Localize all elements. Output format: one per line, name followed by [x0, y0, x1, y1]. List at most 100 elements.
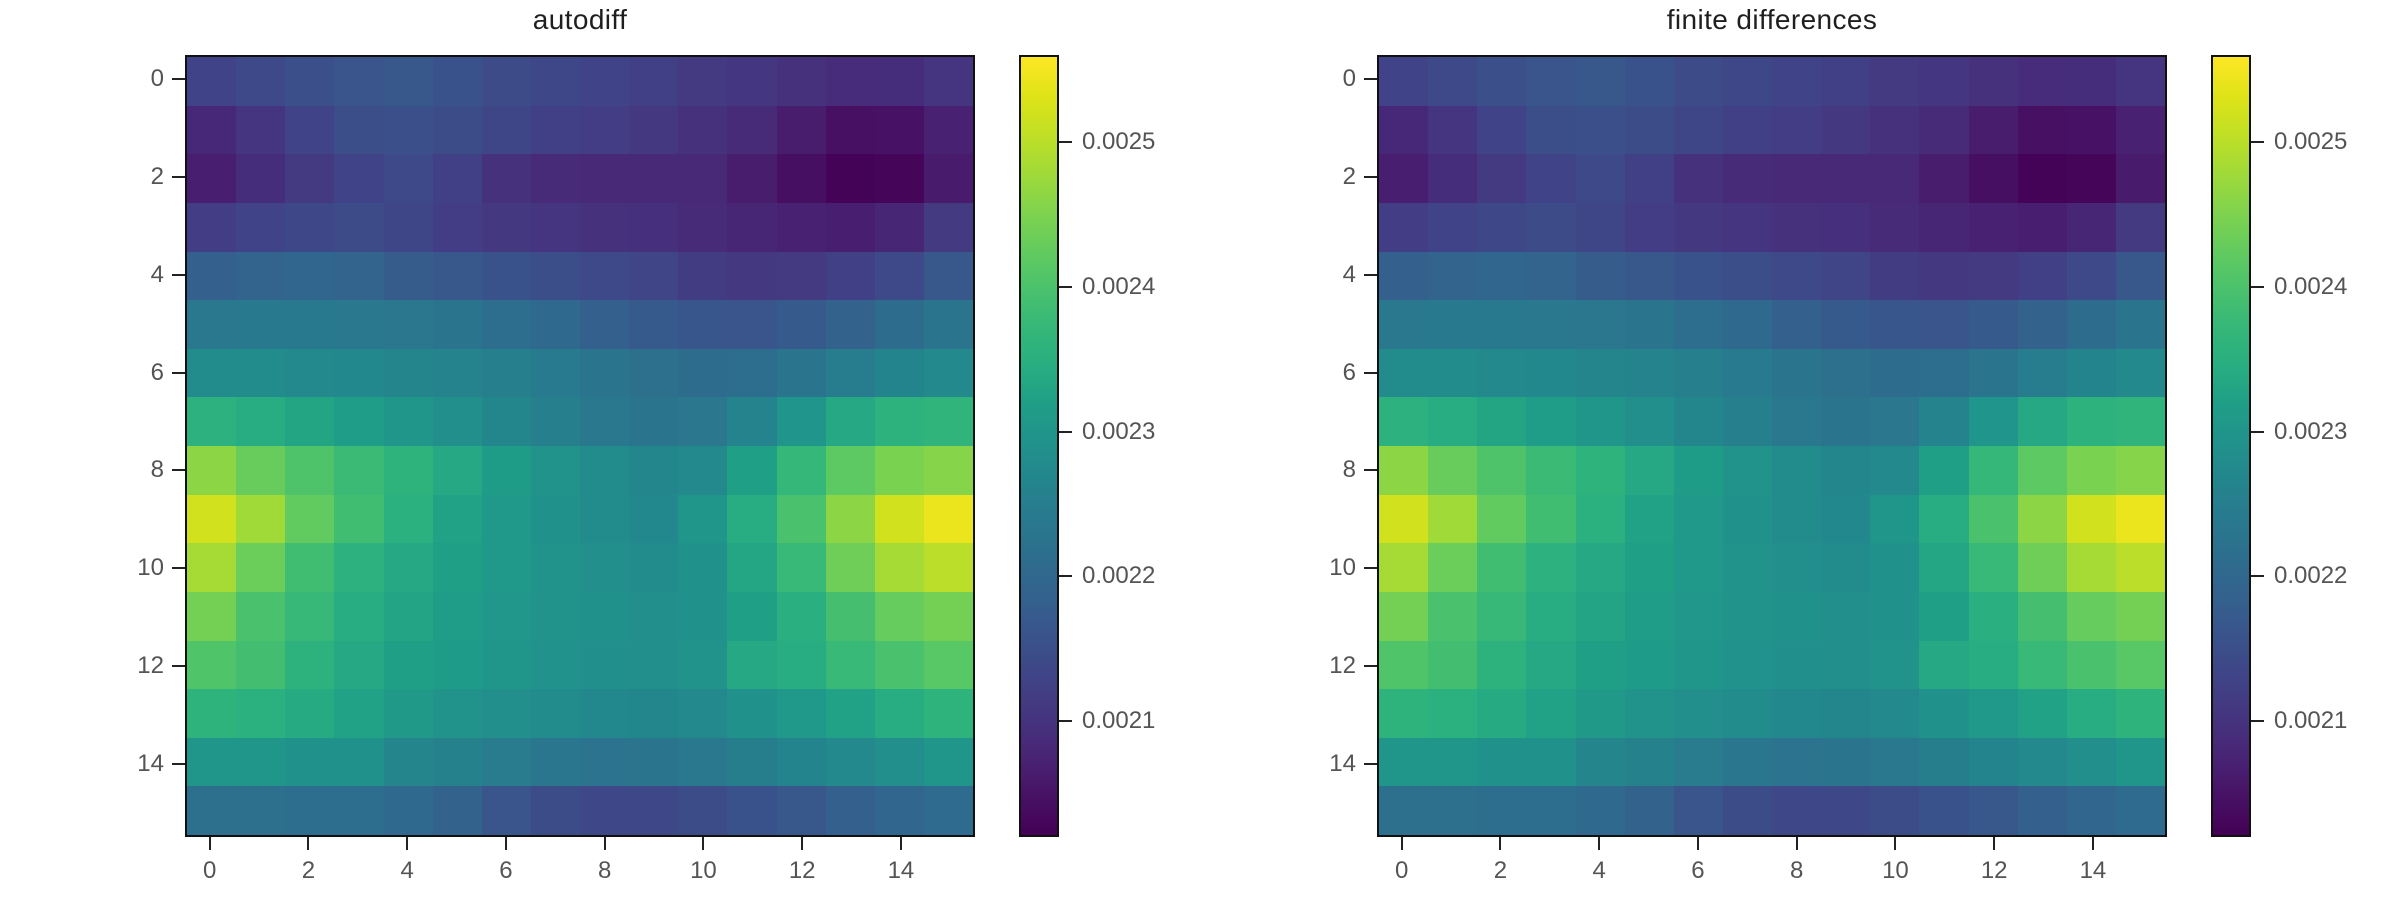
heatmap-cell — [1722, 786, 1772, 835]
heatmap-cell — [629, 105, 679, 155]
heatmap-cell — [874, 494, 924, 544]
heatmap-cell — [1772, 251, 1822, 301]
heatmap-cell — [334, 300, 384, 349]
heatmap-cell — [1722, 737, 1772, 787]
heatmap-cell — [1673, 494, 1723, 544]
heatmap-cell — [432, 689, 482, 738]
heatmap-cell — [2066, 300, 2116, 349]
heatmap-cell — [825, 543, 875, 592]
heatmap-cell — [383, 689, 433, 738]
heatmap-cell — [2115, 251, 2165, 301]
heatmap-cell — [678, 640, 728, 690]
heatmap-cell — [1870, 154, 1920, 203]
heatmap-cell — [1821, 591, 1871, 641]
heatmap-cell — [1477, 348, 1527, 398]
heatmap-finite-differences — [1377, 55, 2167, 837]
y-tick-label: 0 — [1342, 65, 1356, 93]
heatmap-cell — [432, 543, 482, 592]
heatmap-cell — [2115, 300, 2165, 349]
heatmap-cell — [1919, 689, 1969, 738]
heatmap-cell — [2017, 591, 2067, 641]
heatmap-cell — [2066, 446, 2116, 495]
heatmap-cell — [923, 640, 973, 690]
colorbar-tick-mark — [2251, 575, 2264, 578]
heatmap-cell — [1526, 640, 1576, 690]
heatmap-cell — [481, 543, 531, 592]
heatmap-cell — [1870, 57, 1920, 106]
heatmap-cell — [1379, 348, 1429, 398]
heatmap-cell — [874, 202, 924, 252]
y-tick-mark — [172, 371, 185, 374]
heatmap-cell — [236, 105, 286, 155]
heatmap-cell — [2017, 397, 2067, 446]
heatmap-cell — [776, 397, 826, 446]
heatmap-cell — [187, 300, 237, 349]
heatmap-cell — [481, 737, 531, 787]
x-tick-label: 0 — [1395, 857, 1409, 884]
y-tick-label: 12 — [137, 651, 164, 679]
colorbar-tick-label: 0.0025 — [2274, 127, 2348, 155]
heatmap-cell — [530, 154, 580, 203]
heatmap-cell — [1428, 105, 1478, 155]
heatmap-cell — [629, 154, 679, 203]
colorbar-tick-mark — [2251, 140, 2264, 143]
heatmap-cell — [2066, 737, 2116, 787]
heatmap-cell — [629, 202, 679, 252]
heatmap-cell — [825, 154, 875, 203]
heatmap-cell — [1673, 737, 1723, 787]
x-tick-label: 14 — [887, 857, 915, 884]
heatmap-cell — [1575, 397, 1625, 446]
y-tick-mark — [172, 78, 185, 81]
colorbar-tick-label: 0.0022 — [1082, 562, 1156, 590]
x-tick-mark — [208, 837, 211, 850]
heatmap-cell — [2017, 300, 2067, 349]
heatmap-cell — [1968, 591, 2018, 641]
heatmap-cell — [1772, 591, 1822, 641]
heatmap-cell — [1673, 591, 1723, 641]
heatmap-cell — [1428, 591, 1478, 641]
x-tick-label: 6 — [499, 857, 513, 884]
heatmap-cell — [1821, 689, 1871, 738]
heatmap-cell — [2066, 397, 2116, 446]
heatmap-cell — [481, 446, 531, 495]
heatmap-cell — [1673, 689, 1723, 738]
heatmap-cell — [1673, 57, 1723, 106]
heatmap-cell — [580, 737, 630, 787]
heatmap-cell — [1379, 494, 1429, 544]
heatmap-cell — [1624, 494, 1674, 544]
heatmap-cell — [776, 300, 826, 349]
colorbar-tick-mark — [2251, 285, 2264, 288]
heatmap-cell — [1526, 689, 1576, 738]
heatmap-cell — [727, 591, 777, 641]
heatmap-cell — [629, 689, 679, 738]
heatmap-cell — [2115, 689, 2165, 738]
heatmap-cell — [776, 202, 826, 252]
x-tick-label: 0 — [203, 857, 217, 884]
heatmap-cell — [1575, 737, 1625, 787]
y-tick-mark — [172, 762, 185, 765]
heatmap-cell — [923, 57, 973, 106]
heatmap-cell — [2017, 202, 2067, 252]
panel-title-autodiff: autodiff — [532, 4, 628, 35]
heatmap-cell — [1526, 786, 1576, 835]
heatmap-cell — [1821, 348, 1871, 398]
heatmap-cell — [1428, 494, 1478, 544]
heatmap-cell — [629, 786, 679, 835]
heatmap-cell — [1919, 446, 1969, 495]
heatmap-cell — [1428, 689, 1478, 738]
heatmap-cell — [580, 640, 630, 690]
y-tick-mark — [1364, 762, 1377, 765]
heatmap-cell — [923, 591, 973, 641]
heatmap-cell — [1772, 640, 1822, 690]
heatmap-cell — [1526, 737, 1576, 787]
colorbar-tick-mark — [1059, 720, 1072, 723]
heatmap-cell — [2066, 348, 2116, 398]
heatmap-cell — [1575, 446, 1625, 495]
y-tick-label: 4 — [1342, 260, 1356, 288]
heatmap-cell — [383, 57, 433, 106]
heatmap-cell — [874, 737, 924, 787]
heatmap-cell — [874, 689, 924, 738]
y-tick-mark — [172, 176, 185, 179]
heatmap-cell — [383, 591, 433, 641]
heatmap-cell — [1477, 397, 1527, 446]
